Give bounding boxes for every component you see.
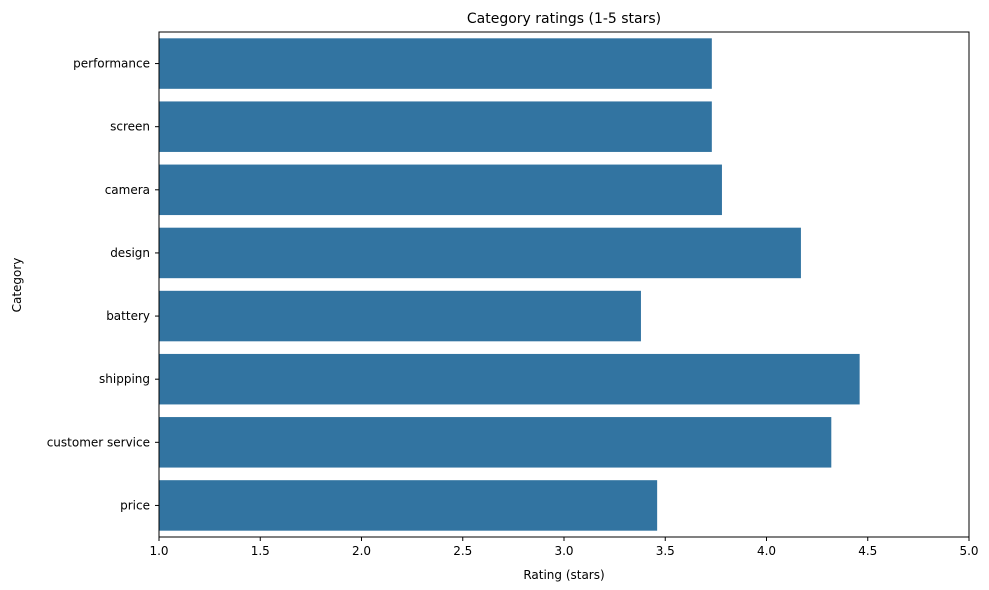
bar-camera <box>159 164 722 216</box>
category-label: performance <box>73 57 150 71</box>
x-ticks: 1.0 1.5 2.0 2.5 3.0 3.5 4.0 4.5 5.0 <box>149 537 979 558</box>
chart-title: Category ratings (1-5 stars) <box>467 11 661 27</box>
category-label: battery <box>106 309 150 323</box>
bars-group <box>159 38 860 531</box>
x-tick-label: 2.0 <box>352 544 371 558</box>
category-label: price <box>120 498 150 512</box>
x-tick-label: 4.0 <box>757 544 776 558</box>
category-label: customer service <box>47 435 150 449</box>
x-tick-label: 5.0 <box>959 544 978 558</box>
bar-performance <box>159 38 712 89</box>
bar-price <box>159 480 658 531</box>
bar-battery <box>159 290 641 342</box>
bar-design <box>159 227 801 279</box>
x-tick-label: 4.5 <box>858 544 877 558</box>
plot-frame <box>158 31 970 538</box>
category-label: camera <box>105 183 150 197</box>
category-labels: performance screen camera design battery ship… <box>47 57 159 512</box>
bar-customer-service <box>159 417 832 468</box>
category-label: screen <box>110 120 150 134</box>
y-axis-label: Category <box>10 258 24 313</box>
bar-screen <box>159 101 712 152</box>
x-tick-label: 3.5 <box>656 544 675 558</box>
x-tick-label: 1.0 <box>149 544 168 558</box>
bar-shipping <box>159 353 860 405</box>
x-tick-label: 1.5 <box>251 544 270 558</box>
category-label: shipping <box>99 372 150 386</box>
x-axis-label: Rating (stars) <box>523 568 604 582</box>
x-tick-label: 3.0 <box>554 544 573 558</box>
x-tick-label: 2.5 <box>453 544 472 558</box>
category-label: design <box>110 246 150 260</box>
